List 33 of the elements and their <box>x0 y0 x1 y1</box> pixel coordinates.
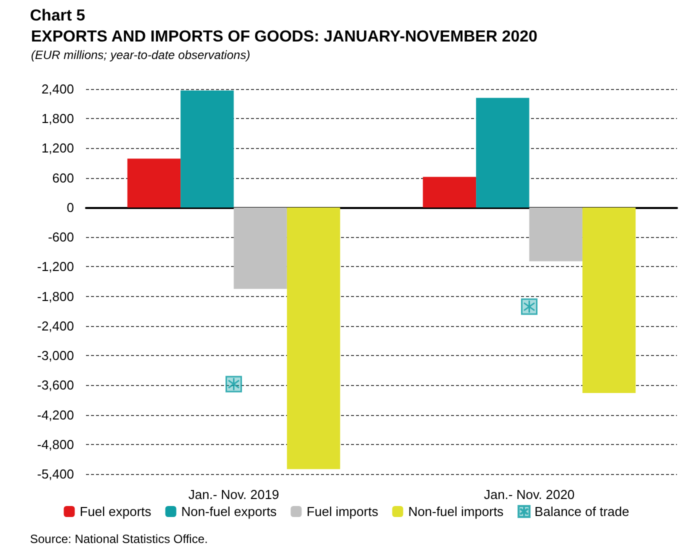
bar <box>180 90 234 208</box>
legend-label: Balance of trade <box>534 504 630 519</box>
y-tick-label: -3,600 <box>37 378 74 393</box>
y-tick-label: 600 <box>52 170 74 186</box>
y-tick-label: 1,200 <box>41 140 74 156</box>
y-tick-label: -5,400 <box>37 466 74 482</box>
source-note: Source: National Statistics Office. <box>30 532 208 546</box>
bar <box>234 207 287 289</box>
x-tick-label: Jan.- Nov. 2019 <box>188 487 280 502</box>
bar <box>476 98 530 208</box>
legend-label: Non-fuel imports <box>408 504 504 519</box>
bar <box>582 207 636 394</box>
bar <box>529 207 582 262</box>
caption: Chart 5 <box>30 8 86 24</box>
bar <box>127 158 181 208</box>
y-tick-label: -4,800 <box>37 436 74 452</box>
legend-label: Non-fuel exports <box>181 504 278 519</box>
legend-label: Fuel exports <box>80 504 152 519</box>
y-tick-label: -600 <box>48 230 74 245</box>
chart-subtitle: (EUR millions; year-to-date observations) <box>31 48 250 62</box>
y-tick-label: -1,200 <box>37 259 74 274</box>
x-tick-label: Jan.- Nov. 2020 <box>484 487 575 502</box>
legend-label: Fuel imports <box>306 504 379 519</box>
y-tick-label: 2,400 <box>41 82 74 96</box>
chart-title: EXPORTS AND IMPORTS OF GOODS: JANUARY-NOVEMBER 2020 <box>31 28 538 46</box>
y-tick-label: -1,800 <box>37 288 74 304</box>
bar <box>286 207 340 470</box>
y-tick-label: 1,800 <box>41 111 74 126</box>
y-tick-label: -4,200 <box>37 407 74 422</box>
y-tick-label: -3,000 <box>37 348 74 364</box>
y-tick-label: 0 <box>66 200 74 215</box>
bar <box>422 176 476 208</box>
y-tick-label: -2,400 <box>37 318 74 334</box>
